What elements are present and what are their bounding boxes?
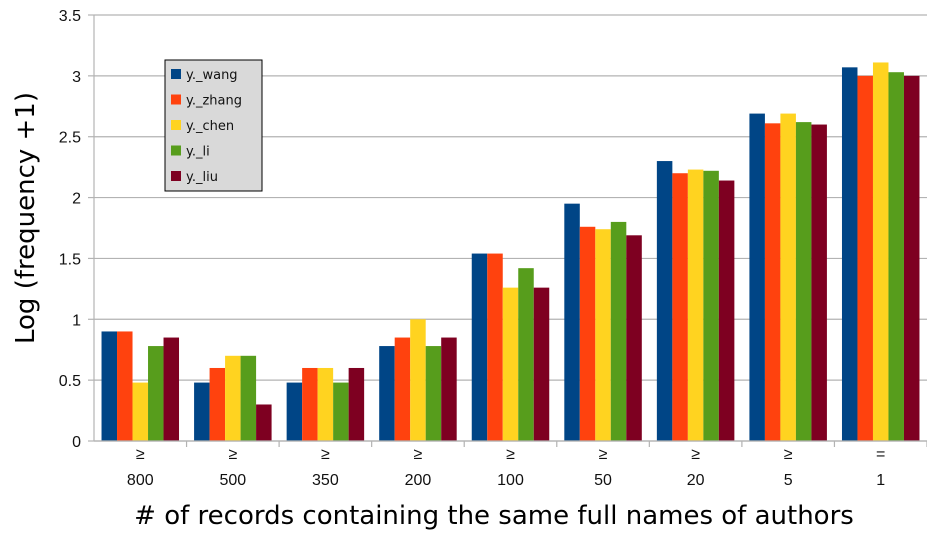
bar-y-liu [626, 235, 642, 441]
x-tick-symbol: ≥ [136, 446, 145, 463]
bar-y-chen [687, 169, 704, 441]
x-tick-label: 50 [594, 472, 612, 489]
bar-y-li [518, 268, 534, 441]
bar-y-liu [348, 367, 365, 441]
bar-y-zhang [579, 226, 596, 441]
bars [101, 62, 920, 442]
bar-y-liu [256, 404, 272, 441]
x-tick-symbol: ≥ [228, 446, 237, 463]
bar-y-chen [132, 382, 149, 441]
x-tick-symbol: ≥ [784, 446, 793, 463]
x-tick-symbol: ≥ [414, 446, 423, 463]
bar-y-li [333, 382, 349, 441]
bar-y-wang [194, 382, 210, 441]
bar-y-li [240, 355, 257, 441]
bar-y-chen [595, 229, 611, 441]
bar-y-zhang [857, 75, 873, 441]
bar-y-chen [872, 62, 889, 442]
x-tick-symbol: ≥ [506, 446, 515, 463]
y-tick-label: 2.5 [59, 130, 81, 147]
bar-y-chen [317, 367, 334, 441]
y-tick-label: 0.5 [59, 373, 81, 390]
legend-label: y._li [186, 145, 210, 160]
bar-y-zhang [209, 367, 226, 441]
y-tick-label: 1 [72, 312, 81, 329]
bar-y-liu [811, 124, 827, 442]
legend-swatch [171, 69, 181, 79]
bar-y-liu [163, 337, 180, 441]
bar-y-zhang [487, 253, 503, 441]
legend-label: y._zhang [186, 94, 242, 109]
y-axis-ticks: 0 0.5 1 1.5 2 2.5 3 3.5 [59, 8, 94, 451]
bar-y-li [425, 346, 442, 441]
bar-y-wang [749, 113, 765, 442]
bar-y-zhang [394, 337, 411, 441]
legend-swatch [171, 171, 181, 181]
y-tick-label: 2 [72, 191, 81, 208]
bar-y-li [610, 221, 627, 441]
bar-y-wang [101, 331, 118, 441]
bar-y-wang [379, 346, 395, 441]
y-tick-label: 3 [72, 69, 81, 86]
x-tick-label: 800 [127, 472, 154, 489]
legend-label: y._chen [186, 119, 234, 134]
bar-y-li [148, 346, 164, 441]
x-axis-ticks: ≥800 ≥500 ≥350 ≥200 ≥100 ≥50 ≥20 ≥5 = 1 [127, 441, 927, 489]
bar-y-wang [564, 203, 580, 441]
legend-swatch [171, 94, 181, 105]
x-tick-symbol: = [876, 446, 885, 463]
bar-y-zhang [672, 173, 688, 441]
x-tick-symbol: ≥ [691, 446, 700, 463]
bar-y-li [795, 122, 812, 441]
bar-y-liu [533, 287, 550, 441]
bar-y-wang [471, 253, 488, 441]
x-tick-symbol: ≥ [599, 446, 608, 463]
legend-box [164, 59, 263, 192]
bar-y-li [888, 72, 904, 441]
bar-y-zhang [302, 367, 318, 441]
x-tick-label: 1 [876, 472, 885, 489]
y-axis-title: Log (frequency +1) [11, 92, 41, 344]
bar-y-wang [841, 67, 858, 441]
bar-y-li [703, 170, 719, 441]
legend-label: y._wang [186, 68, 238, 83]
legend-swatch [171, 120, 181, 130]
x-axis-title: # of records containing the same full na… [134, 501, 854, 531]
legend-swatch [171, 145, 181, 156]
bar-y-chen [502, 287, 519, 441]
bar-y-chen [410, 319, 426, 441]
bar-y-liu [718, 180, 735, 441]
x-tick-label: 20 [687, 472, 705, 489]
legend: y._wang y._zhang y._chen y._li y._liu [164, 59, 263, 192]
axes [93, 15, 927, 442]
bar-y-wang [656, 161, 673, 442]
legend-label: y._liu [186, 170, 218, 185]
y-tick-label: 1.5 [59, 251, 81, 268]
bar-y-zhang [117, 331, 133, 441]
x-tick-label: 500 [219, 472, 246, 489]
y-tick-label: 3.5 [59, 8, 81, 25]
x-tick-label: 5 [784, 472, 793, 489]
bar-y-chen [225, 355, 241, 441]
x-tick-label: 100 [497, 472, 524, 489]
bar-y-zhang [764, 123, 781, 441]
bar-y-liu [903, 75, 920, 441]
bar-y-liu [441, 337, 457, 441]
bar-y-chen [780, 113, 796, 442]
x-tick-label: 200 [405, 472, 432, 489]
bar-y-wang [286, 382, 303, 441]
x-tick-symbol: ≥ [321, 446, 330, 463]
x-tick-label: 350 [312, 472, 339, 489]
y-tick-label: 0 [72, 434, 81, 451]
